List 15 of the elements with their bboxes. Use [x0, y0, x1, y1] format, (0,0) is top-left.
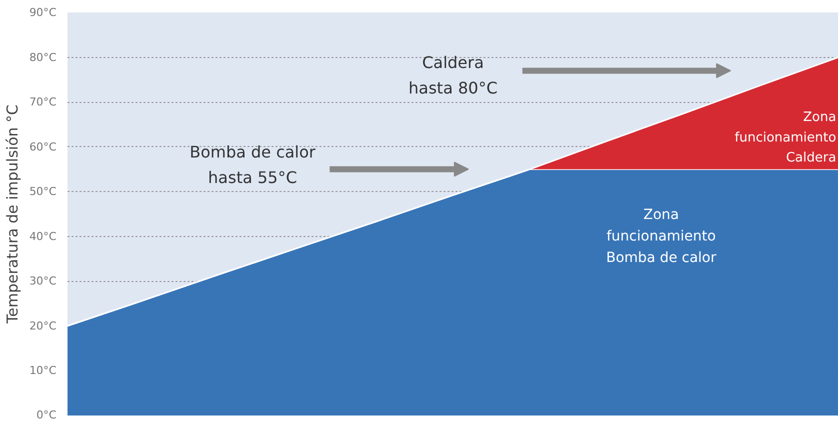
y-tick-label: 70°C [29, 96, 57, 109]
y-tick-label: 20°C [29, 319, 57, 332]
annotation: Zona funcionamiento Bomba de calor [606, 206, 716, 266]
y-tick-label: 10°C [29, 364, 57, 378]
y-tick-label: 0°C [36, 408, 57, 421]
y-axis-title: Temperatura de impulsión °C [3, 104, 22, 324]
y-tick-label: 80°C [29, 50, 57, 64]
annotation: Caldera hasta 80°C [408, 52, 498, 98]
annotation: Bomba de calor hasta 55°C [190, 142, 316, 188]
y-tick-label: 90°C [29, 6, 57, 19]
y-tick-label: 40°C [29, 230, 57, 243]
y-tick-label: 50°C [29, 185, 57, 198]
y-tick-label: 30°C [29, 274, 57, 288]
y-tick-label: 60°C [29, 140, 57, 154]
annotation: Zona funcionamiento Caldera [734, 110, 836, 166]
